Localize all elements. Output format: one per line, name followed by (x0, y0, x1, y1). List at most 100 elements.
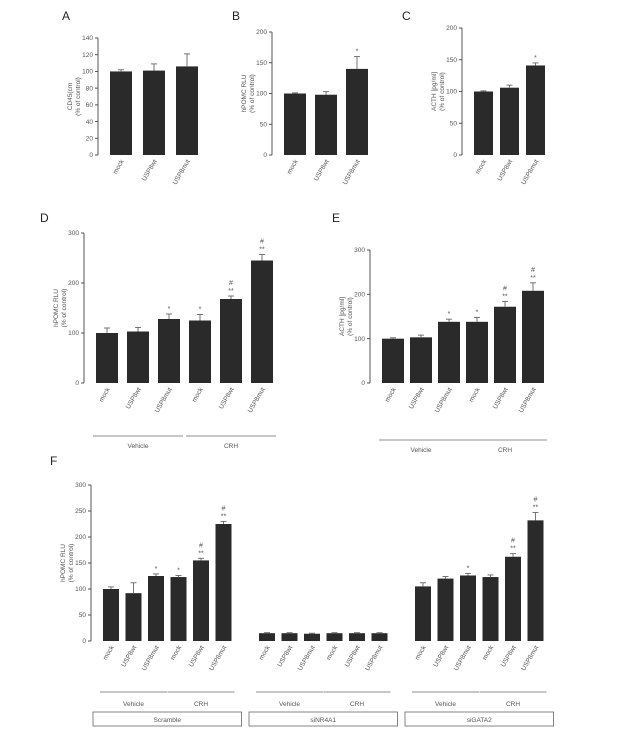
panel-a: A 0 20 40 60 80 100 120 140 CD45(cm(% of control)… (62, 9, 198, 186)
category-label: mock (468, 386, 482, 404)
y-tick-label: 80 (86, 85, 94, 92)
significance-mark: * (467, 565, 470, 572)
bar-mock (110, 71, 132, 155)
y-tick-label: 100 (68, 330, 79, 337)
category-label: mock (474, 158, 488, 176)
bar-usp8wt (143, 70, 165, 155)
significance-mark: * (168, 306, 171, 313)
y-tick-label: 200 (256, 29, 267, 36)
category-label: USP8mut (453, 644, 473, 672)
bar-usp8wt (349, 633, 365, 641)
significance-mark: ** (502, 293, 508, 300)
bar-mock (382, 338, 404, 383)
significance-mark: # (534, 497, 538, 504)
panel-b: B 0 50 100 150 200 hPOMC RLU(% of control) mock… (232, 9, 368, 186)
y-axis-title: hPOMC RLU(% of control) (60, 544, 75, 583)
category-label: mock (112, 158, 126, 176)
y-tick-label: 300 (354, 247, 365, 254)
y-tick-label: 250 (75, 508, 86, 515)
y-tick-label: 0 (263, 152, 267, 159)
y-axis-title: ACTH [pg/ml](% of control) (339, 297, 354, 336)
panel-label: F (50, 454, 57, 468)
group-label: Vehicle (128, 443, 149, 450)
y-axis-title: CD45(cm(% of control) (67, 77, 82, 116)
significance-mark: # (531, 267, 535, 274)
bar-mock (96, 333, 118, 383)
significance-mark: ** (530, 275, 536, 282)
bar-mock (474, 91, 493, 155)
y-tick-label: 40 (86, 119, 94, 126)
bar-mock (259, 633, 275, 641)
y-axis-title-line: ACTH [pg/ml] (339, 297, 346, 336)
category-label: USP8mut (172, 158, 192, 186)
category-label: mock (98, 386, 112, 404)
significance-mark: # (199, 542, 203, 549)
significance-mark: # (503, 285, 507, 292)
y-axis-title-line: (% of control) (347, 297, 354, 336)
category-label: USP8mut (141, 644, 161, 672)
group-label: CRH (350, 701, 364, 708)
bar-usp8mut (176, 66, 198, 155)
y-tick-label: 150 (446, 57, 457, 64)
significance-mark: ** (198, 550, 204, 557)
condition-label: siNR4A1 (310, 717, 336, 724)
bar-usp8wt (500, 87, 519, 155)
condition-label: siGATA2 (467, 717, 492, 724)
significance-mark: # (511, 538, 515, 545)
y-axis-title-line: hPOMC RLU (53, 289, 60, 327)
y-tick-label: 140 (82, 35, 93, 42)
group-label: Vehicle (411, 447, 432, 454)
panel-label: D (40, 211, 49, 225)
bar-usp8wt (125, 593, 142, 641)
y-tick-label: 100 (82, 69, 93, 76)
panel-c: C 0 50 100 150 200 ACTH [pg/ml](% of control) m… (402, 9, 545, 186)
y-tick-label: 300 (75, 482, 86, 489)
category-label: USP8mut (364, 644, 384, 672)
y-axis-title-line: (% of control) (249, 74, 256, 113)
panel-label: E (332, 211, 340, 225)
y-axis-title: hPOMC RLU(% of control) (53, 289, 68, 328)
category-label: USP8wt (276, 644, 294, 668)
y-tick-label: 150 (75, 560, 86, 567)
significance-mark: * (155, 566, 158, 573)
significance-mark: * (534, 55, 537, 62)
category-label: mock (169, 644, 183, 662)
y-tick-label: 100 (354, 336, 365, 343)
bar-mock (415, 586, 431, 641)
y-axis-title-line: hPOMC RLU (60, 544, 67, 582)
significance-mark: ** (228, 288, 234, 295)
category-label: USP8mut (208, 644, 228, 672)
y-tick-label: 20 (86, 135, 94, 142)
bar-mock (103, 589, 119, 641)
panel-e: E 0 100 200 300 ACTH [pg/ml](% of control) moc… (332, 211, 547, 454)
y-tick-label: 100 (446, 89, 457, 96)
y-tick-label: 200 (446, 25, 457, 32)
category-label: USP8mut (154, 386, 174, 414)
panel-f: F 0 50 100 150 200 250 300 hPOMC RLU(% of contro… (50, 454, 554, 727)
category-label: USP8wt (500, 644, 518, 668)
significance-mark: * (199, 307, 202, 314)
bar-mock (326, 633, 343, 641)
category-label: USP8wt (492, 386, 510, 410)
bar-usp8wt (437, 578, 454, 641)
category-label: USP8mut (434, 386, 454, 414)
significance-mark: * (177, 567, 180, 574)
category-label: USP8wt (120, 644, 138, 668)
bar-usp8wt (505, 556, 521, 641)
group-label: CRH (194, 701, 208, 708)
bar-usp8wt (494, 306, 516, 383)
y-tick-label: 100 (75, 586, 86, 593)
bar-usp8mut (251, 260, 273, 383)
category-label: mock (286, 158, 300, 176)
y-axis-title: hPOMC RLU(% of control) (241, 74, 256, 113)
y-axis-title-line: (% of control) (61, 289, 68, 328)
bar-usp8mut (460, 575, 476, 641)
category-label: mock (258, 644, 272, 662)
y-tick-label: 200 (68, 280, 79, 287)
significance-mark: * (356, 49, 359, 56)
y-axis-title-line: CD45(cm (67, 83, 74, 110)
bar-mock (466, 321, 488, 383)
bar-usp8wt (315, 94, 337, 155)
bar-usp8wt (281, 633, 298, 641)
